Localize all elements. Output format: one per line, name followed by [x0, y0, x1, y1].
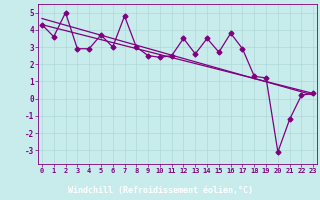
Text: Windchill (Refroidissement éolien,°C): Windchill (Refroidissement éolien,°C): [68, 186, 252, 194]
